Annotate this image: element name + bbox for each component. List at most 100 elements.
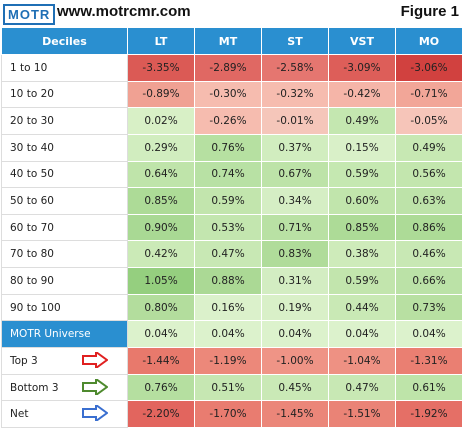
value-cell: -1.00%: [261, 347, 329, 375]
header: MOTR www.motrcmr.com Figure 1: [0, 0, 467, 27]
value-cell: 0.04%: [127, 320, 195, 349]
value-cell: 0.02%: [127, 107, 195, 135]
value-cell: 0.60%: [328, 187, 396, 215]
value-cell: 0.64%: [127, 160, 195, 189]
value-cell: 0.59%: [328, 160, 396, 189]
row-label: 30 to 40: [1, 133, 128, 162]
value-cell: -2.58%: [261, 54, 329, 82]
value-cell: 0.38%: [328, 240, 396, 269]
value-cell: 0.66%: [395, 267, 463, 295]
value-cell: 0.34%: [261, 187, 329, 215]
figure-label: Figure 1: [400, 3, 459, 20]
row: 70 to 80 0.42% 0.47% 0.83% 0.38% 0.46%: [1, 240, 463, 269]
value-cell: 0.04%: [328, 320, 396, 349]
value-cell: -1.31%: [395, 347, 463, 375]
value-cell: -3.35%: [127, 54, 195, 82]
value-cell: 0.86%: [395, 213, 463, 242]
value-cell: 0.04%: [395, 320, 463, 349]
value-cell: 0.53%: [194, 213, 262, 242]
value-cell: 0.85%: [127, 187, 195, 215]
row: 80 to 90 1.05% 0.88% 0.31% 0.59% 0.66%: [1, 267, 463, 295]
value-cell: -0.42%: [328, 80, 396, 109]
column-header: MT: [194, 27, 262, 55]
row: 30 to 40 0.29% 0.76% 0.37% 0.15% 0.49%: [1, 133, 463, 162]
value-cell: 0.74%: [194, 160, 262, 189]
row-label: MOTR Universe: [1, 320, 128, 349]
value-cell: 0.19%: [261, 293, 329, 322]
row: Net -2.20% -1.70% -1.45% -1.51% -1.92%: [1, 400, 463, 428]
value-cell: 0.56%: [395, 160, 463, 189]
row-label: 10 to 20: [1, 80, 128, 109]
value-cell: 0.16%: [194, 293, 262, 322]
value-cell: -3.09%: [328, 54, 396, 82]
column-header: LT: [127, 27, 195, 55]
value-cell: -3.06%: [395, 54, 463, 82]
row-label: Net: [1, 400, 128, 428]
value-cell: -0.01%: [261, 107, 329, 135]
value-cell: 0.59%: [194, 187, 262, 215]
value-cell: -0.89%: [127, 80, 195, 109]
column-header: Deciles: [1, 27, 128, 55]
row-label: 40 to 50: [1, 160, 128, 189]
row-label: Bottom 3: [1, 373, 128, 402]
value-cell: 0.49%: [328, 107, 396, 135]
value-cell: 0.67%: [261, 160, 329, 189]
value-cell: -0.26%: [194, 107, 262, 135]
value-cell: -1.04%: [328, 347, 396, 375]
value-cell: -0.30%: [194, 80, 262, 109]
value-cell: 1.05%: [127, 267, 195, 295]
value-cell: 0.04%: [261, 320, 329, 349]
arrow-icon: [82, 405, 108, 422]
value-cell: 0.80%: [127, 293, 195, 322]
header-row: Deciles LT MT ST VST MO: [1, 27, 463, 55]
row: 90 to 100 0.80% 0.16% 0.19% 0.44% 0.73%: [1, 293, 463, 322]
row: 50 to 60 0.85% 0.59% 0.34% 0.60% 0.63%: [1, 187, 463, 215]
value-cell: 0.04%: [194, 320, 262, 349]
arrow-icon: [82, 352, 108, 369]
value-cell: 0.47%: [328, 373, 396, 402]
value-cell: -1.44%: [127, 347, 195, 375]
row: 60 to 70 0.90% 0.53% 0.71% 0.85% 0.86%: [1, 213, 463, 242]
logo: MOTR: [3, 4, 56, 25]
row: 1 to 10 -3.35% -2.89% -2.58% -3.09% -3.06%: [1, 54, 463, 82]
row: Top 3 -1.44% -1.19% -1.00% -1.04% -1.31%: [1, 347, 463, 375]
value-cell: 0.37%: [261, 133, 329, 162]
table-body: 1 to 10 -3.35% -2.89% -2.58% -3.09% -3.06% 10 …: [1, 54, 463, 428]
value-cell: 0.85%: [328, 213, 396, 242]
value-cell: 0.15%: [328, 133, 396, 162]
row: 20 to 30 0.02% -0.26% -0.01% 0.49% -0.05%: [1, 107, 463, 135]
value-cell: 0.83%: [261, 240, 329, 269]
value-cell: 0.51%: [194, 373, 262, 402]
column-header: MO: [395, 27, 463, 55]
value-cell: 0.88%: [194, 267, 262, 295]
row-label: 70 to 80: [1, 240, 128, 269]
decile-table: Deciles LT MT ST VST MO 1 to 10 -3.35% -2.89% -2…: [1, 27, 463, 428]
value-cell: 0.44%: [328, 293, 396, 322]
arrow-icon: [82, 378, 108, 395]
value-cell: 0.59%: [328, 267, 396, 295]
value-cell: 0.71%: [261, 213, 329, 242]
row-label: 80 to 90: [1, 267, 128, 295]
row-label: 90 to 100: [1, 293, 128, 322]
value-cell: 0.73%: [395, 293, 463, 322]
row: 40 to 50 0.64% 0.74% 0.67% 0.59% 0.56%: [1, 160, 463, 189]
value-cell: 0.31%: [261, 267, 329, 295]
value-cell: -1.19%: [194, 347, 262, 375]
row: MOTR Universe 0.04% 0.04% 0.04% 0.04% 0.04%: [1, 320, 463, 349]
row-label: 20 to 30: [1, 107, 128, 135]
value-cell: -2.20%: [127, 400, 195, 428]
value-cell: 0.46%: [395, 240, 463, 269]
row: Bottom 3 0.76% 0.51% 0.45% 0.47% 0.61%: [1, 373, 463, 402]
value-cell: 0.63%: [395, 187, 463, 215]
row-label: 60 to 70: [1, 213, 128, 242]
value-cell: -1.70%: [194, 400, 262, 428]
row-label: 50 to 60: [1, 187, 128, 215]
column-header: ST: [261, 27, 329, 55]
value-cell: -1.45%: [261, 400, 329, 428]
value-cell: -1.51%: [328, 400, 396, 428]
value-cell: 0.42%: [127, 240, 195, 269]
value-cell: 0.90%: [127, 213, 195, 242]
url: www.motrcmr.com: [57, 3, 191, 20]
row-label: Top 3: [1, 347, 128, 375]
